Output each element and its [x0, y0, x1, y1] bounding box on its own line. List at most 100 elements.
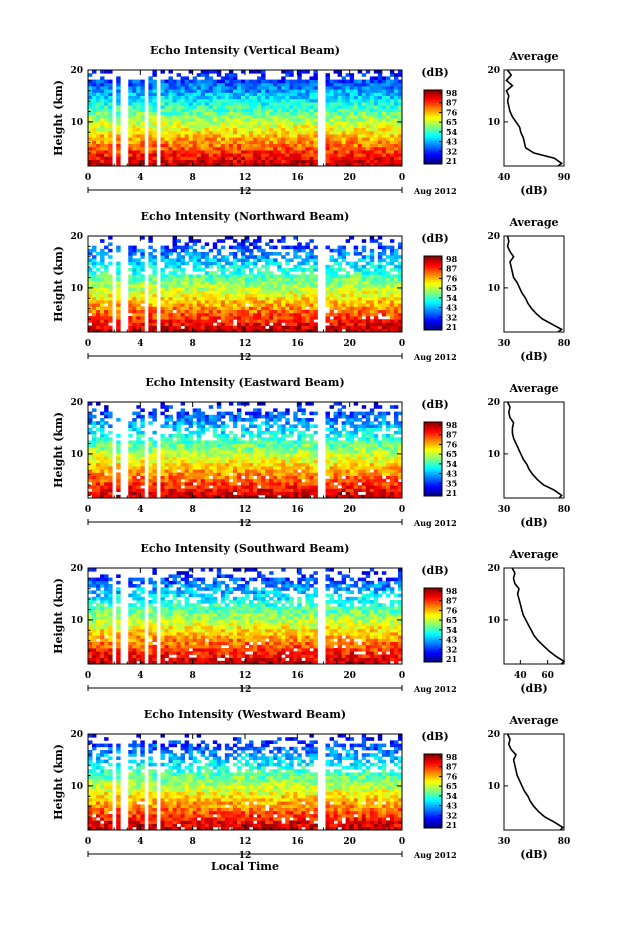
- heatmap-cell: [341, 127, 347, 132]
- heatmap-cell: [240, 89, 246, 93]
- heatmap-cell: [192, 86, 198, 90]
- heatmap-cell: [200, 309, 206, 314]
- heatmap-cell: [353, 248, 359, 253]
- heatmap-cell: [309, 293, 314, 298]
- heatmap-cell: [381, 86, 387, 90]
- heatmap-cell: [200, 274, 206, 278]
- heatmap-cell: [168, 300, 173, 304]
- heatmap-cell: [236, 290, 242, 294]
- heatmap-cell: [116, 472, 121, 476]
- heatmap-cell: [361, 82, 367, 87]
- heatmap-cell: [373, 156, 379, 160]
- heatmap-cell: [168, 491, 173, 496]
- heatmap-cell: [381, 130, 387, 135]
- heatmap-cell: [148, 322, 153, 326]
- heatmap-cell: [240, 162, 246, 167]
- heatmap-cell: [333, 316, 338, 320]
- heatmap-cell: [108, 478, 113, 483]
- heatmap-cell: [289, 82, 294, 87]
- heatmap-cell: [373, 105, 379, 109]
- heatmap-cell: [184, 293, 190, 298]
- heatmap-cell: [257, 472, 262, 476]
- heatmap-cell: [192, 459, 198, 464]
- heatmap-cell: [309, 146, 314, 151]
- heatmap-cell: [361, 127, 367, 132]
- heatmap-cell: [132, 312, 137, 317]
- heatmap-cell: [204, 478, 210, 483]
- heatmap-cell: [208, 258, 214, 262]
- heatmap-cell: [393, 325, 399, 330]
- heatmap-cell: [136, 140, 141, 144]
- heatmap-cell: [397, 156, 403, 160]
- heatmap-cell: [337, 146, 343, 151]
- heatmap-cell: [277, 159, 282, 164]
- heatmap-cell: [136, 159, 141, 164]
- heatmap-cell: [240, 255, 246, 259]
- heatmap-cell: [116, 462, 121, 467]
- heatmap-cell: [192, 475, 198, 480]
- heatmap-cell: [92, 86, 97, 90]
- heatmap-cell: [212, 153, 218, 157]
- heatmap-cell: [269, 303, 274, 307]
- heatmap-cell: [104, 102, 109, 106]
- heatmap-cell: [208, 98, 214, 103]
- heatmap-cell: [297, 82, 302, 87]
- heatmap-cell: [353, 143, 359, 148]
- heatmap-cell: [224, 325, 230, 330]
- heatmap-cell: [345, 102, 351, 106]
- heatmap-cell: [389, 303, 395, 307]
- heatmap-cell: [365, 143, 371, 148]
- heatmap-cell: [148, 450, 153, 454]
- heatmap-cell: [341, 143, 347, 148]
- heatmap-cell: [168, 284, 173, 288]
- heatmap-cell: [265, 95, 270, 100]
- heatmap-cell: [220, 121, 226, 125]
- heatmap-cell: [257, 111, 262, 116]
- heatmap-cell: [164, 102, 169, 106]
- heatmap-cell: [212, 325, 218, 330]
- heatmap-cell: [196, 328, 202, 333]
- heatmap-cell: [293, 134, 298, 138]
- heatmap-cell: [204, 293, 210, 298]
- heatmap-cell: [273, 127, 278, 132]
- heatmap-cell: [289, 306, 294, 310]
- heatmap-cell: [208, 127, 214, 132]
- heatmap-cell: [88, 469, 93, 473]
- heatmap-cell: [345, 137, 351, 141]
- heatmap-cell: [249, 488, 254, 492]
- heatmap-cell: [397, 322, 403, 326]
- colorbar-segment: [424, 326, 442, 329]
- heatmap-cell: [261, 450, 266, 454]
- heatmap-cell: [104, 319, 109, 323]
- heatmap-cell: [196, 300, 202, 304]
- heatmap-cell: [172, 242, 177, 246]
- heatmap-cell: [164, 303, 169, 307]
- heatmap-cell: [269, 79, 274, 84]
- heatmap-cell: [261, 482, 266, 486]
- heatmap-cell: [341, 300, 347, 304]
- heatmap-cell: [381, 482, 387, 486]
- heatmap-cell: [381, 466, 387, 470]
- heatmap-cell: [293, 162, 298, 167]
- heatmap-cell: [313, 89, 318, 93]
- heatmap-cell: [357, 79, 363, 84]
- heatmap-cell: [293, 95, 298, 100]
- heatmap-cell: [381, 79, 387, 84]
- heatmap-cell: [148, 156, 153, 160]
- heatmap-cell: [309, 280, 314, 285]
- heatmap-cell: [337, 274, 343, 278]
- heatmap-cell: [188, 322, 194, 326]
- heatmap-cell: [385, 156, 391, 160]
- colorbar-label: 87: [446, 98, 457, 108]
- heatmap-cell: [261, 111, 266, 116]
- heatmap-cell: [245, 459, 250, 464]
- heatmap-cell: [92, 462, 97, 467]
- heatmap-cell: [140, 86, 145, 90]
- heatmap-cell: [240, 146, 246, 151]
- heatmap-cell: [152, 306, 157, 310]
- heatmap-cell: [361, 303, 367, 307]
- heatmap-cell: [333, 124, 338, 128]
- heatmap-cell: [232, 98, 238, 103]
- heatmap-cell: [277, 325, 282, 330]
- heatmap-cell: [341, 309, 347, 314]
